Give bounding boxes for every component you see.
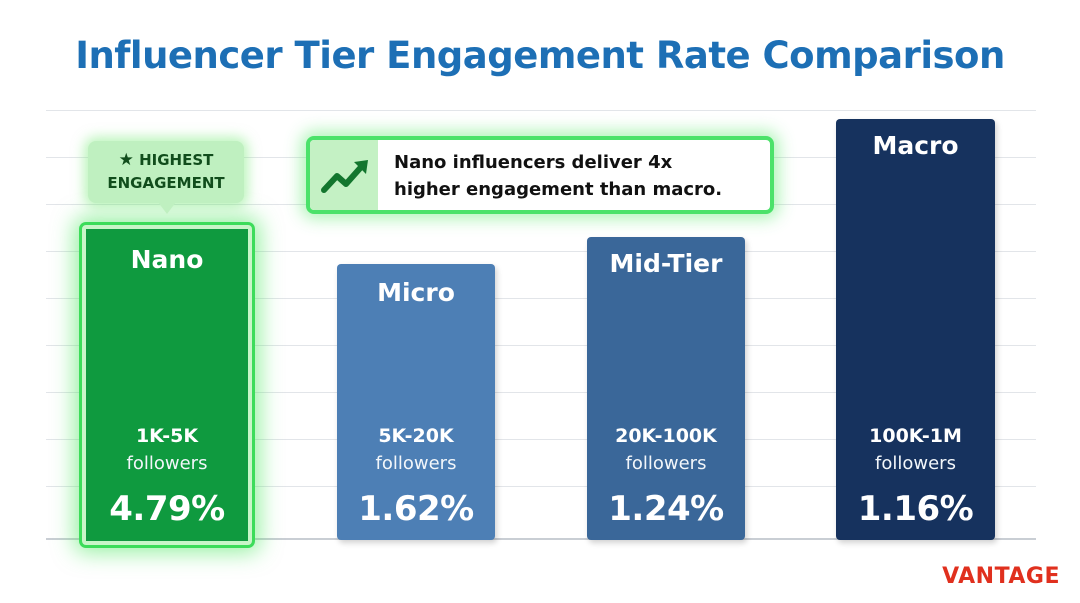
followers-label: followers bbox=[625, 453, 707, 474]
gridline bbox=[46, 251, 1036, 252]
value-label: 4.79% bbox=[109, 489, 225, 529]
bar-nano: Nano 1K-5K followers 4.79% bbox=[82, 225, 252, 545]
brand-logo: VANTAGE bbox=[942, 564, 1060, 589]
gridline bbox=[46, 110, 1036, 111]
badge-line2: ENGAGEMENT bbox=[107, 174, 225, 192]
bar-label: Macro bbox=[872, 131, 959, 160]
bar-label: Mid-Tier bbox=[609, 249, 723, 278]
insight-callout: Nano influencers deliver 4x higher engag… bbox=[306, 136, 774, 214]
chart-title: Influencer Tier Engagement Rate Comparis… bbox=[75, 34, 1005, 77]
callout-line2: higher engagement than macro. bbox=[394, 179, 723, 200]
gridline bbox=[46, 439, 1036, 440]
callout-line1: Nano influencers deliver 4x bbox=[394, 152, 673, 173]
callout-icon-box bbox=[310, 140, 378, 210]
gridline bbox=[46, 345, 1036, 346]
callout-text: Nano influencers deliver 4x higher engag… bbox=[394, 149, 770, 203]
followers-label: followers bbox=[875, 453, 956, 474]
trending-up-icon bbox=[321, 160, 368, 193]
badge-pointer bbox=[158, 202, 176, 214]
gridline bbox=[46, 486, 1036, 487]
star-icon: ★ bbox=[118, 150, 134, 170]
followers-label: followers bbox=[126, 453, 208, 474]
gridline bbox=[46, 298, 1036, 299]
bar-label: Nano bbox=[130, 245, 204, 274]
baseline bbox=[46, 538, 1036, 540]
follower-range-label: 5K-20K bbox=[378, 425, 454, 447]
follower-range-label: 1K-5K bbox=[135, 425, 199, 447]
bar-macro: Macro 100K-1M followers 1.16% bbox=[836, 119, 995, 540]
followers-label: followers bbox=[375, 453, 457, 474]
gridline bbox=[46, 392, 1036, 393]
bar-micro: Micro 5K-20K followers 1.62% bbox=[337, 264, 495, 540]
value-label: 1.24% bbox=[608, 489, 724, 529]
bar-label: Micro bbox=[377, 278, 455, 307]
follower-range-label: 20K-100K bbox=[615, 425, 717, 447]
highest-engagement-badge: ★ HIGHEST ENGAGEMENT bbox=[88, 141, 244, 203]
value-label: 1.62% bbox=[358, 489, 474, 529]
bar-mid-tier: Mid-Tier 20K-100K followers 1.24% bbox=[587, 237, 745, 540]
follower-range-label: 100K-1M bbox=[869, 425, 962, 447]
badge-line1: HIGHEST bbox=[139, 151, 214, 169]
value-label: 1.16% bbox=[857, 489, 974, 529]
